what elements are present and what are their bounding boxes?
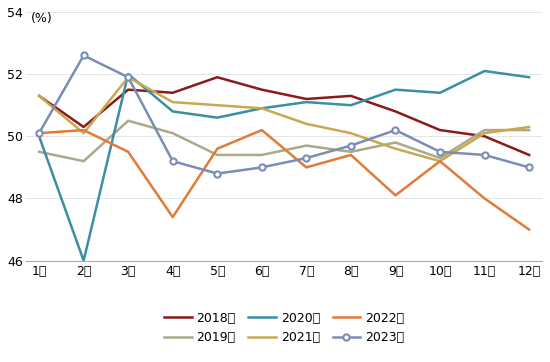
2020年 (526, 75, 532, 79)
2022年 (214, 147, 221, 151)
2022年 (303, 165, 310, 169)
2019年 (437, 156, 443, 160)
2023年 (481, 153, 488, 157)
2023年 (392, 128, 399, 132)
2019年 (303, 143, 310, 148)
2020年 (348, 103, 354, 108)
2019年 (214, 153, 221, 157)
Line: 2021年: 2021年 (39, 77, 529, 161)
2021年 (437, 159, 443, 163)
2022年 (348, 153, 354, 157)
2021年 (214, 103, 221, 108)
2023年 (36, 131, 42, 135)
2020年 (36, 134, 42, 138)
2023年 (258, 165, 265, 169)
2020年 (437, 90, 443, 95)
2022年 (392, 193, 399, 198)
2023年 (80, 53, 87, 58)
Text: (%): (%) (31, 12, 53, 25)
2020年 (392, 88, 399, 92)
2018年 (526, 153, 532, 157)
2021年 (36, 94, 42, 98)
2021年 (80, 131, 87, 135)
2021年 (258, 106, 265, 110)
2023年 (303, 156, 310, 160)
2021年 (392, 147, 399, 151)
2018年 (481, 134, 488, 138)
2020年 (169, 109, 176, 114)
2020年 (258, 106, 265, 110)
2022年 (125, 150, 131, 154)
2020年 (303, 100, 310, 104)
2021年 (526, 125, 532, 129)
2018年 (348, 94, 354, 98)
Legend: 2018年, 2019年, 2020年, 2021年, 2022年, 2023年: 2018年, 2019年, 2020年, 2021年, 2022年, 2023年 (164, 312, 404, 344)
2019年 (36, 150, 42, 154)
2018年 (80, 125, 87, 129)
2021年 (303, 122, 310, 126)
2018年 (303, 97, 310, 101)
2019年 (169, 131, 176, 135)
2018年 (392, 109, 399, 114)
Line: 2023年: 2023年 (36, 52, 532, 177)
2020年 (125, 72, 131, 76)
2023年 (169, 159, 176, 163)
2021年 (348, 131, 354, 135)
2019年 (125, 119, 131, 123)
2018年 (258, 88, 265, 92)
2021年 (481, 131, 488, 135)
2020年 (214, 115, 221, 120)
2018年 (125, 88, 131, 92)
2023年 (348, 143, 354, 148)
2022年 (169, 215, 176, 219)
2022年 (526, 227, 532, 232)
2018年 (214, 75, 221, 79)
2019年 (481, 128, 488, 132)
2018年 (437, 128, 443, 132)
2019年 (392, 140, 399, 145)
2019年 (348, 150, 354, 154)
2020年 (481, 69, 488, 73)
2019年 (526, 128, 532, 132)
2022年 (258, 128, 265, 132)
2023年 (125, 75, 131, 79)
2022年 (80, 128, 87, 132)
2018年 (169, 90, 176, 95)
Line: 2020年: 2020年 (39, 71, 529, 261)
2023年 (437, 150, 443, 154)
Line: 2018年: 2018年 (39, 77, 529, 155)
2023年 (526, 165, 532, 169)
2023年 (214, 172, 221, 176)
2019年 (258, 153, 265, 157)
2021年 (169, 100, 176, 104)
2018年 (36, 94, 42, 98)
Line: 2022年: 2022年 (39, 130, 529, 230)
2019年 (80, 159, 87, 163)
Line: 2019年: 2019年 (39, 121, 529, 161)
2021年 (125, 75, 131, 79)
2022年 (481, 196, 488, 201)
2022年 (437, 159, 443, 163)
2022年 (36, 131, 42, 135)
2020年 (80, 258, 87, 263)
